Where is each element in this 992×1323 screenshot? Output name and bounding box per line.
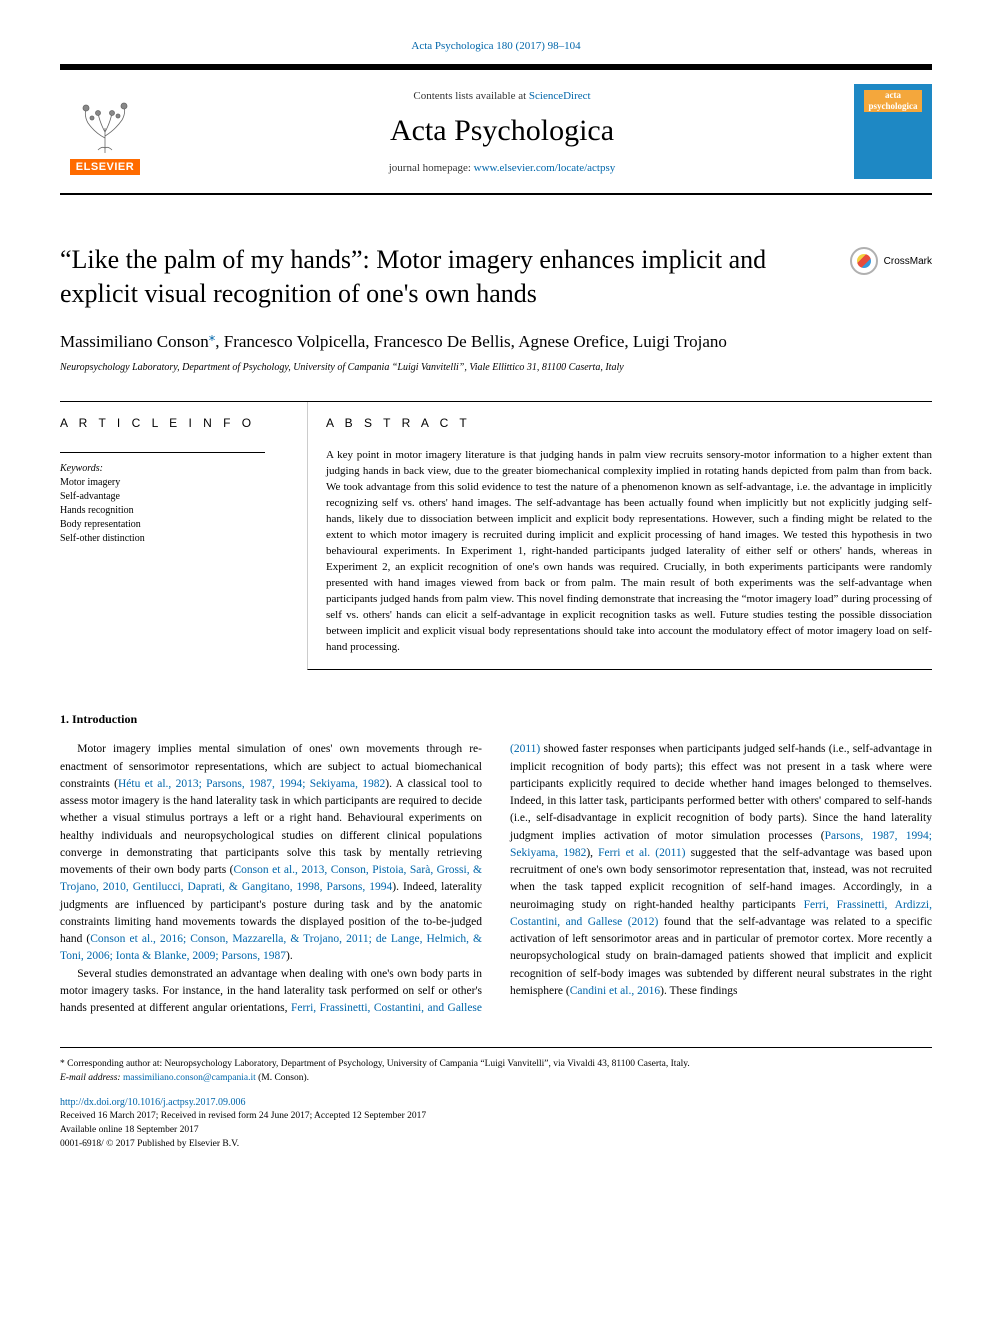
contents-prefix: Contents lists available at [413, 90, 528, 102]
copyright-line: 0001-6918/ © 2017 Published by Elsevier … [60, 1138, 932, 1152]
available-line: Available online 18 September 2017 [60, 1124, 932, 1138]
authors-line: Massimiliano Conson⁎, Francesco Volpicel… [60, 329, 932, 353]
email-link[interactable]: massimiliano.conson@campania.it [123, 1073, 256, 1083]
publisher-label: ELSEVIER [70, 159, 140, 175]
crossmark-badge[interactable]: CrossMark [850, 247, 932, 275]
keyword-item: Motor imagery [60, 476, 265, 490]
abstract-column: A B S T R A C T A key point in motor ima… [307, 402, 932, 670]
journal-cover-thumbnail: acta psychologica [854, 84, 932, 179]
page-container: Acta Psychologica 180 (2017) 98–104 [0, 0, 992, 1182]
running-head: Acta Psychologica 180 (2017) 98–104 [60, 40, 932, 52]
article-info-column: A R T I C L E I N F O Keywords: Motor im… [60, 402, 265, 670]
elsevier-tree-icon [70, 88, 140, 158]
cover-title-line1: acta [864, 90, 921, 101]
citation-link[interactable]: Candini et al., 2016 [570, 985, 660, 997]
corresponding-author: * Corresponding author at: Neuropsycholo… [60, 1058, 932, 1072]
keywords-label: Keywords: [60, 463, 265, 474]
masthead: ELSEVIER Contents lists available at Sci… [60, 64, 932, 195]
crossmark-label: CrossMark [884, 256, 932, 267]
title-block: “Like the palm of my hands”: Motor image… [60, 243, 932, 311]
abstract-text: A key point in motor imagery literature … [326, 448, 932, 655]
citation-link[interactable]: Ferri et al. (2011) [598, 847, 685, 859]
homepage-line: journal homepage: www.elsevier.com/locat… [168, 162, 836, 174]
affiliation: Neuropsychology Laboratory, Department o… [60, 362, 932, 373]
article-title: “Like the palm of my hands”: Motor image… [60, 243, 838, 311]
homepage-link[interactable]: www.elsevier.com/locate/actpsy [474, 162, 616, 174]
body-columns: Motor imagery implies mental simulation … [60, 741, 932, 1017]
citation-link[interactable]: Hétu et al., 2013; Parsons, 1987, 1994; … [118, 778, 385, 790]
keyword-item: Body representation [60, 518, 265, 532]
keyword-item: Self-advantage [60, 490, 265, 504]
abstract-heading: A B S T R A C T [326, 416, 932, 430]
homepage-prefix: journal homepage: [389, 162, 474, 174]
keyword-item: Self-other distinction [60, 532, 265, 546]
keyword-item: Hands recognition [60, 504, 265, 518]
article-info-heading: A R T I C L E I N F O [60, 416, 265, 430]
email-line: E-mail address: massimiliano.conson@camp… [60, 1072, 932, 1086]
footer-block: * Corresponding author at: Neuropsycholo… [60, 1047, 932, 1151]
body-paragraph: Motor imagery implies mental simulation … [60, 741, 482, 965]
crossmark-icon [850, 247, 878, 275]
email-label: E-mail address: [60, 1073, 123, 1083]
publisher-logo: ELSEVIER [60, 84, 150, 179]
masthead-center: Contents lists available at ScienceDirec… [168, 90, 836, 174]
corresponding-mark-icon: ⁎ [209, 329, 216, 344]
section-heading: 1. Introduction [60, 712, 932, 727]
email-suffix: (M. Conson). [256, 1073, 309, 1083]
info-abstract-row: A R T I C L E I N F O Keywords: Motor im… [60, 401, 932, 670]
doi-link[interactable]: http://dx.doi.org/10.1016/j.actpsy.2017.… [60, 1096, 932, 1111]
authors-text: Massimiliano Conson⁎, Francesco Volpicel… [60, 332, 727, 351]
contents-line: Contents lists available at ScienceDirec… [168, 90, 836, 102]
cover-title-line2: psychologica [864, 101, 921, 112]
sciencedirect-link[interactable]: ScienceDirect [529, 90, 591, 102]
citation-link[interactable]: Conson et al., 2016; Conson, Mazzarella,… [60, 933, 482, 962]
received-line: Received 16 March 2017; Received in revi… [60, 1110, 932, 1124]
journal-name: Acta Psychologica [168, 114, 836, 148]
body-section: 1. Introduction Motor imagery implies me… [60, 712, 932, 1017]
keywords-block: Keywords: Motor imagery Self-advantage H… [60, 452, 265, 546]
cover-title-block: acta psychologica [864, 90, 921, 112]
